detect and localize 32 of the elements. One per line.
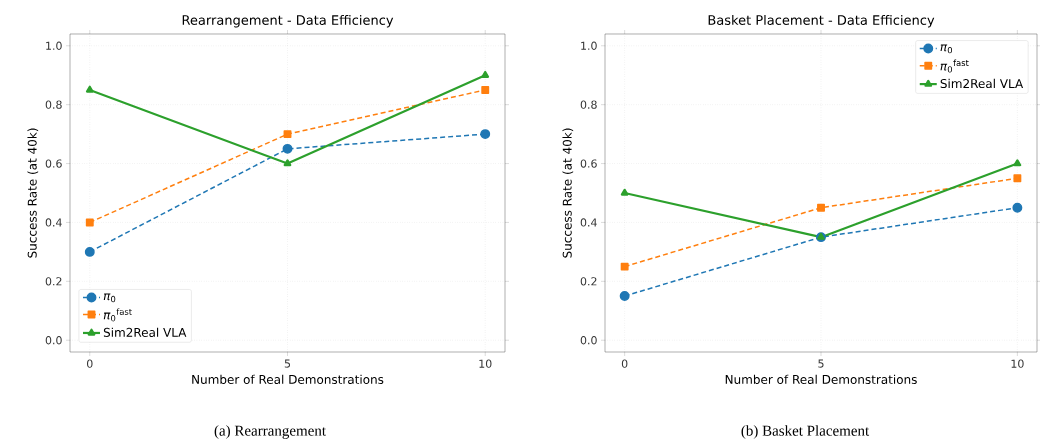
legend-label: π$_{0}$fast xyxy=(940,59,969,73)
x-axis-title: Number of Real Demonstrations xyxy=(725,374,917,384)
legend-label: Sim2Real VLA xyxy=(103,327,187,337)
y-axis-title: Success Rate (at 40k) xyxy=(27,128,39,258)
y-tick-label: 0.2 xyxy=(45,277,62,286)
chart-title: Basket Placement - Data Efficiency xyxy=(708,14,935,28)
y-tick-label: 0.8 xyxy=(45,100,62,109)
y-tick-label: 0.4 xyxy=(45,218,62,227)
y-tick-label: 1.0 xyxy=(46,41,62,50)
chart-title: Rearrangement - Data Efficiency xyxy=(182,14,394,28)
y-tick-label: 0.0 xyxy=(45,336,62,345)
y-tick-label: 0.2 xyxy=(580,277,597,286)
y-axis-title: Success Rate (at 40k) xyxy=(562,128,574,258)
y-tick-label: 1.0 xyxy=(581,41,597,50)
x-tick-label: 5 xyxy=(284,359,291,368)
legend-label: π$_{0}$ xyxy=(103,293,116,303)
legend-label: π$_{0}$fast xyxy=(103,308,132,322)
x-tick-label: 5 xyxy=(818,359,824,368)
legend-label: π$_{0}$ xyxy=(940,44,953,54)
text: (b) Basket Placement xyxy=(741,425,870,439)
y-tick-label: 0.6 xyxy=(45,159,62,168)
y-tick-label: 0.0 xyxy=(580,336,597,345)
y-tick-label: 0.8 xyxy=(580,100,597,109)
legend-label: Sim2Real VLA xyxy=(940,78,1024,89)
x-tick-label: 10 xyxy=(1011,359,1024,368)
y-tick-label: 0.4 xyxy=(580,218,597,227)
x-tick-label: 10 xyxy=(479,359,492,368)
x-tick-label: 0 xyxy=(86,359,93,368)
x-axis-title: Number of Real Demonstrations xyxy=(192,374,384,384)
text: (a) Rearrangement xyxy=(214,425,326,439)
y-tick-label: 0.6 xyxy=(580,159,597,168)
x-tick-label: 0 xyxy=(621,359,628,368)
